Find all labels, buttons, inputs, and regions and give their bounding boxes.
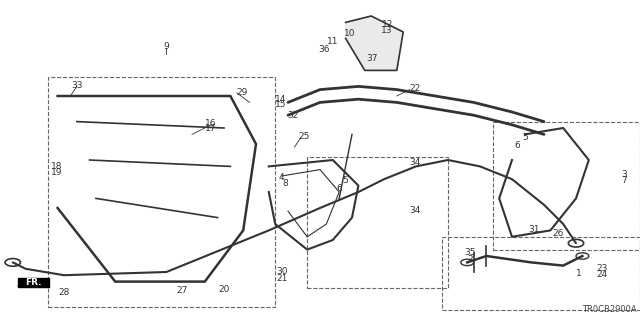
Text: 30: 30	[276, 268, 287, 276]
Text: 16: 16	[205, 119, 217, 128]
Text: 35: 35	[465, 248, 476, 257]
Bar	[307, 157, 448, 288]
Text: 1: 1	[577, 269, 582, 278]
Text: 23: 23	[596, 264, 607, 273]
Text: 27: 27	[177, 286, 188, 295]
Text: FR.: FR.	[25, 278, 42, 287]
Text: 6: 6	[337, 184, 342, 193]
Text: 12: 12	[381, 20, 393, 28]
Text: 9: 9	[164, 42, 169, 51]
Text: 36: 36	[318, 45, 330, 54]
Text: 37: 37	[367, 54, 378, 63]
Text: 13: 13	[381, 26, 393, 35]
Text: TR0CB2900A: TR0CB2900A	[582, 305, 637, 314]
Text: 32: 32	[287, 111, 299, 120]
Bar	[18, 278, 49, 287]
Text: 17: 17	[205, 124, 217, 133]
Bar	[48, 77, 275, 307]
Text: 31: 31	[529, 225, 540, 234]
Text: 25: 25	[298, 132, 310, 141]
Text: 8: 8	[282, 180, 287, 188]
Text: 14: 14	[275, 95, 286, 104]
Text: 18: 18	[51, 162, 62, 171]
Text: 3: 3	[621, 170, 627, 179]
Text: 11: 11	[327, 37, 339, 46]
Text: 34: 34	[409, 158, 420, 167]
Text: 20: 20	[218, 285, 230, 294]
Text: 22: 22	[409, 84, 420, 92]
Text: 19: 19	[51, 168, 62, 177]
Text: 6: 6	[515, 141, 520, 150]
Text: 21: 21	[276, 274, 287, 283]
Bar	[442, 237, 640, 310]
Text: 28: 28	[58, 288, 70, 297]
Text: 7: 7	[621, 176, 627, 185]
Text: 24: 24	[596, 270, 607, 279]
Text: 34: 34	[409, 206, 420, 215]
Text: 2: 2	[468, 255, 473, 264]
Text: 15: 15	[275, 100, 286, 109]
Bar	[493, 122, 640, 250]
Text: 29: 29	[236, 88, 248, 97]
Text: 4: 4	[279, 173, 284, 182]
Text: 26: 26	[552, 229, 564, 238]
Text: 33: 33	[71, 81, 83, 90]
Polygon shape	[346, 16, 403, 70]
Text: 5: 5	[343, 176, 348, 185]
Text: 5: 5	[522, 133, 527, 142]
Text: 10: 10	[344, 29, 356, 38]
